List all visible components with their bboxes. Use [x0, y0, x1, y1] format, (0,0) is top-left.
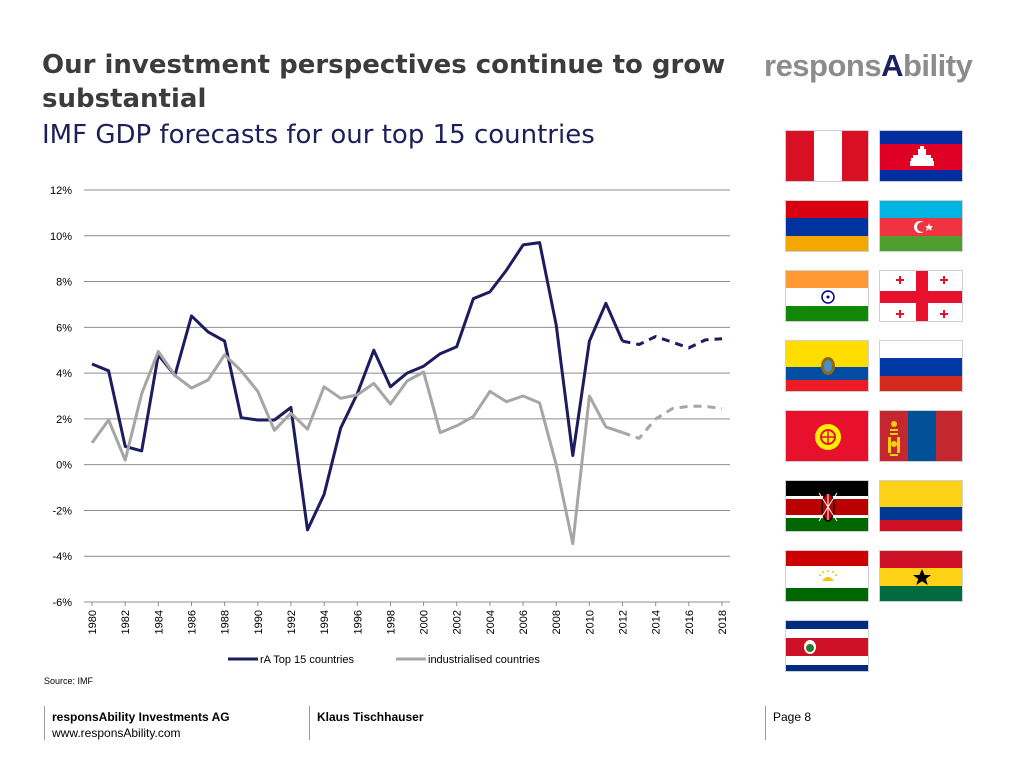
y-tick-label: 12%	[50, 185, 72, 197]
y-tick-label: 2%	[56, 414, 72, 426]
x-tick-label: 2016	[684, 610, 696, 634]
y-tick-label: -4%	[52, 551, 72, 563]
peru-flag	[785, 130, 869, 182]
footer-url[interactable]: www.responsAbility.com	[52, 726, 181, 740]
x-tick-label: 2012	[618, 610, 630, 634]
series-line-0	[91, 241, 624, 532]
india-flag	[785, 270, 869, 322]
x-tick-label: 2014	[651, 610, 663, 634]
costa-rica-flag	[785, 620, 869, 672]
x-tick-label: 1986	[186, 610, 198, 634]
company-logo: responsAbility	[764, 48, 973, 84]
source-note: Source: IMF	[44, 676, 94, 686]
legend-label-0: rA Top 15 countries	[260, 654, 354, 666]
y-tick-label: -2%	[52, 505, 72, 517]
x-tick-label: 2018	[717, 610, 729, 634]
series-line-1	[90, 349, 623, 546]
footer-divider-2	[309, 706, 310, 740]
y-tick-label: 8%	[56, 277, 72, 289]
y-tick-label: 6%	[56, 322, 72, 334]
footer-divider-1	[44, 706, 45, 740]
x-tick-label: 1992	[286, 610, 298, 634]
footer-author: Klaus Tischhauser	[317, 709, 424, 725]
colombia-flag	[879, 480, 963, 532]
x-tick-label: 1994	[319, 610, 331, 634]
georgia-flag	[879, 270, 963, 322]
footer-author-name: Klaus Tischhauser	[317, 710, 424, 724]
logo-suffix: bility	[903, 48, 973, 83]
y-tick-label: 4%	[56, 368, 72, 380]
footer-divider-3	[765, 706, 766, 740]
x-tick-label: 2000	[419, 610, 431, 634]
kyrgyzstan-flag	[785, 410, 869, 462]
tajikistan-flag	[785, 550, 869, 602]
y-tick-label: 10%	[50, 231, 72, 243]
ecuador-flag	[785, 340, 869, 392]
x-tick-label: 2008	[551, 610, 563, 634]
ghana-flag	[879, 550, 963, 602]
x-tick-label: 1988	[220, 610, 232, 634]
footer-page: Page 8	[773, 710, 812, 724]
logo-accent: A	[881, 48, 903, 83]
x-tick-label: 1984	[153, 610, 165, 634]
x-tick-label: 2002	[452, 610, 464, 634]
mongolia-flag	[879, 410, 963, 462]
footer-company: responsAbility Investments AG www.respon…	[52, 709, 230, 741]
x-tick-label: 1990	[253, 610, 265, 634]
page-subtitle: IMF GDP forecasts for our top 15 countri…	[42, 120, 595, 150]
x-tick-label: 2010	[584, 610, 596, 634]
armenia-flag	[785, 200, 869, 252]
x-tick-label: 2004	[485, 610, 497, 634]
x-tick-label: 2006	[518, 610, 530, 634]
x-tick-label: 1998	[385, 610, 397, 634]
y-tick-label: -6%	[52, 597, 72, 609]
cambodia-flag	[879, 130, 963, 182]
page-title: Our investment perspectives continue to …	[42, 50, 726, 114]
gdp-line-chart: 12% 10% 8% 6% 4% 2% 0% -2% -4% -6% 1980 1982 1984 198…	[50, 185, 730, 666]
russia-flag	[879, 340, 963, 392]
footer-company-name: responsAbility Investments AG	[52, 710, 230, 724]
x-tick-label: 1980	[87, 610, 99, 634]
legend-label-1: industrialised countries	[428, 654, 540, 666]
x-tick-label: 1996	[352, 610, 364, 634]
kenya-flag	[785, 480, 869, 532]
x-tick-label: 1982	[120, 610, 132, 634]
series-forecast-1	[622, 404, 723, 440]
y-tick-label: 0%	[56, 460, 72, 472]
logo-prefix: respons	[764, 48, 882, 83]
azerbaijan-flag	[879, 200, 963, 252]
